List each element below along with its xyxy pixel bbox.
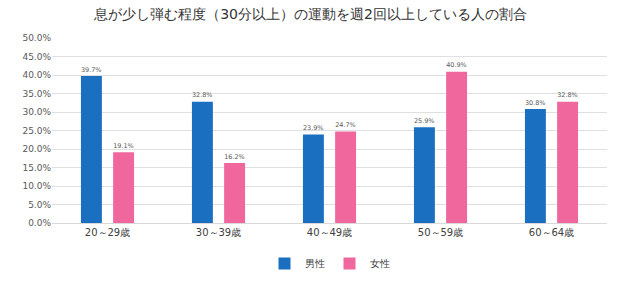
svg-text:24.7%: 24.7% [335, 121, 356, 129]
svg-text:23.9%: 23.9% [303, 124, 324, 132]
svg-text:10.0%: 10.0% [22, 181, 51, 191]
svg-text:50.0%: 50.0% [22, 33, 51, 43]
svg-text:20～29歳: 20～29歳 [85, 227, 130, 238]
svg-text:5.0%: 5.0% [28, 200, 51, 210]
svg-text:32.8%: 32.8% [557, 91, 578, 99]
svg-text:19.1%: 19.1% [113, 142, 134, 150]
svg-text:0.0%: 0.0% [28, 218, 51, 228]
svg-text:15.0%: 15.0% [22, 163, 51, 173]
svg-text:30.0%: 30.0% [22, 107, 51, 117]
svg-text:45.0%: 45.0% [22, 52, 51, 62]
svg-text:50～59歳: 50～59歳 [418, 227, 463, 238]
svg-text:39.7%: 39.7% [81, 66, 102, 74]
svg-text:40～49歳: 40～49歳 [307, 227, 352, 238]
svg-text:16.2%: 16.2% [224, 153, 245, 161]
svg-text:40.0%: 40.0% [22, 70, 51, 80]
svg-text:25.9%: 25.9% [414, 117, 435, 125]
svg-text:40.9%: 40.9% [446, 61, 467, 69]
svg-text:息が少し弾む程度（30分以上）の運動を週2回以上している人の: 息が少し弾む程度（30分以上）の運動を週2回以上している人の割合 [93, 6, 527, 22]
svg-text:25.0%: 25.0% [22, 126, 51, 136]
svg-text:男性: 男性 [305, 258, 325, 269]
svg-text:60～64歳: 60～64歳 [529, 227, 574, 238]
svg-text:35.0%: 35.0% [22, 89, 51, 99]
svg-text:女性: 女性 [370, 258, 390, 269]
svg-text:30～39歳: 30～39歳 [196, 227, 241, 238]
svg-text:20.0%: 20.0% [22, 144, 51, 154]
svg-text:32.8%: 32.8% [192, 91, 213, 99]
svg-text:30.8%: 30.8% [525, 99, 546, 107]
